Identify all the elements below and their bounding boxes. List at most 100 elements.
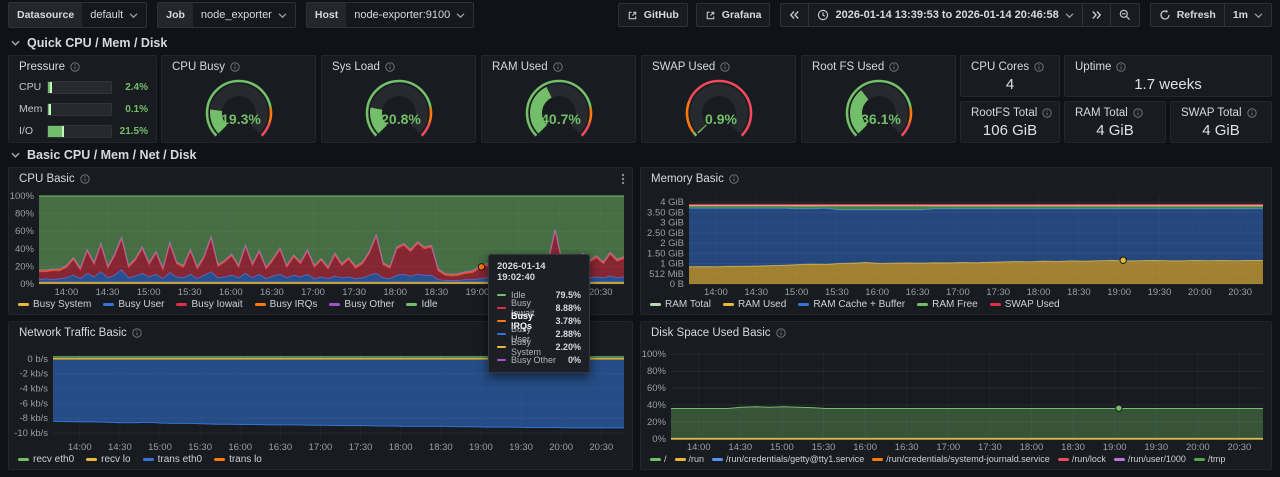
legend-item[interactable]: Busy Iowait	[176, 299, 243, 310]
chart-tooltip: 2026-01-14 19:02:40 Idle 79.5% Busy Iowait…	[488, 254, 590, 373]
row-header-quick[interactable]: Quick CPU / Mem / Disk	[10, 36, 167, 50]
legend-item[interactable]: SWAP Used	[989, 299, 1060, 310]
legend-swatch	[142, 457, 154, 461]
tooltip-series-swatch	[497, 345, 506, 348]
info-icon[interactable]	[230, 62, 240, 72]
gauge-ram-used: 40.7%	[525, 79, 592, 137]
tooltip-series-value: 3.78%	[555, 315, 581, 326]
legend-item[interactable]: RAM Used	[722, 299, 786, 310]
pressure-row-value: 0.1%	[125, 103, 148, 115]
variable-value-dropdown[interactable]: node_exporter	[192, 3, 295, 27]
panel-disk-basic-title: Disk Space Used Basic	[641, 322, 1271, 341]
row-header-basic[interactable]: Basic CPU / Mem / Net / Disk	[10, 148, 197, 162]
info-icon[interactable]	[132, 328, 142, 338]
legend-item[interactable]: /run/lock	[1057, 454, 1106, 464]
legend-item[interactable]: /run/user/1000	[1113, 454, 1186, 464]
variable-value-dropdown[interactable]: node-exporter:9100	[346, 3, 474, 27]
svg-text:17:30: 17:30	[349, 442, 373, 453]
legend-item[interactable]: trans eth0	[142, 454, 202, 465]
svg-text:512 MiB: 512 MiB	[649, 269, 684, 280]
svg-text:19.3%: 19.3%	[221, 111, 261, 127]
svg-text:0.9%: 0.9%	[705, 111, 737, 127]
svg-text:18:00: 18:00	[1027, 287, 1051, 298]
svg-text:100%: 100%	[10, 192, 35, 202]
legend-label: RAM Cache + Buffer	[813, 298, 906, 310]
info-icon[interactable]	[775, 328, 786, 338]
svg-text:0%: 0%	[20, 279, 34, 290]
refresh-button[interactable]: Refresh	[1149, 3, 1224, 27]
svg-text:14:00: 14:00	[704, 287, 728, 298]
legend-item[interactable]: /tmp	[1193, 454, 1225, 464]
panel-stat-title: RAM Total	[1065, 102, 1165, 121]
info-icon[interactable]	[385, 62, 395, 72]
info-icon[interactable]	[720, 62, 730, 72]
info-icon[interactable]	[729, 174, 739, 184]
svg-text:20%: 20%	[647, 417, 667, 428]
panel-title-text: Disk Space Used Basic	[651, 327, 771, 339]
refresh-interval-dropdown[interactable]: 1m	[1223, 3, 1272, 27]
svg-text:-4 kb/s: -4 kb/s	[19, 384, 48, 395]
chevron-down-icon	[11, 40, 20, 46]
pressure-row-io: I/O 21.5%	[9, 119, 156, 141]
info-icon[interactable]	[1042, 108, 1052, 118]
legend-item[interactable]: RAM Cache + Buffer	[798, 299, 905, 310]
svg-text:3.50 GiB: 3.50 GiB	[647, 207, 684, 218]
time-shift-forward-button[interactable]	[1081, 3, 1110, 27]
time-range-button[interactable]: 2026-01-14 13:39:53 to 2026-01-14 20:46:…	[808, 3, 1082, 27]
panel-gauge-root-fs-used: Root FS Used 36.1%	[801, 55, 956, 143]
time-shift-back-button[interactable]	[780, 3, 809, 27]
legend-label: Busy System	[33, 298, 92, 310]
info-icon[interactable]	[1034, 62, 1044, 72]
svg-text:17:00: 17:00	[309, 442, 333, 453]
legend-item[interactable]: /	[650, 454, 667, 464]
svg-text:0 B: 0 B	[670, 279, 684, 290]
tooltip-series-name: Busy System	[511, 336, 542, 357]
tooltip-series-value: 8.88%	[555, 302, 581, 313]
legend-label: /	[664, 454, 667, 464]
svg-text:19:30: 19:30	[1144, 442, 1168, 453]
svg-text:16:00: 16:00	[853, 442, 877, 453]
panel-memory-basic: Memory Basic 0 B 512 MiB 1 GiB 1.50 GiB 2 Gi…	[640, 167, 1272, 315]
tooltip-row: Busy User 2.88%	[497, 324, 581, 344]
chevron-down-icon	[456, 12, 465, 18]
panel-menu-icon[interactable]	[618, 172, 628, 191]
legend-item[interactable]: RAM Total	[650, 299, 711, 310]
info-icon[interactable]	[70, 62, 80, 72]
variable-value-dropdown[interactable]: default	[82, 3, 147, 27]
link-button-github[interactable]: GitHub	[617, 3, 688, 27]
info-icon[interactable]	[552, 62, 563, 72]
legend-item[interactable]: Busy System	[18, 299, 91, 310]
svg-text:19:00: 19:00	[1103, 442, 1127, 453]
time-picker-group: 2026-01-14 13:39:53 to 2026-01-14 20:46:…	[780, 3, 1140, 27]
svg-text:20:00: 20:00	[549, 442, 573, 453]
legend-item[interactable]: Idle	[406, 299, 438, 310]
legend-item[interactable]: /run/credentials/systemd-journald.servic…	[872, 454, 1050, 464]
panel-title-text: CPU Cores	[971, 61, 1030, 73]
legend-item[interactable]: Busy IRQs	[254, 299, 317, 310]
info-icon[interactable]	[1116, 62, 1127, 72]
info-icon[interactable]	[1133, 108, 1143, 118]
legend-item[interactable]: recv eth0	[18, 454, 74, 465]
info-icon[interactable]	[79, 174, 90, 184]
tooltip-series-value: 2.20%	[555, 341, 581, 352]
legend-item[interactable]: Busy User	[103, 299, 164, 310]
legend-item[interactable]: /run/credentials/getty@tty1.service	[712, 454, 864, 464]
legend-item[interactable]: /run	[674, 454, 704, 464]
info-icon[interactable]	[1246, 108, 1257, 118]
legend-item[interactable]: RAM Free	[917, 299, 978, 310]
svg-text:20:00: 20:00	[1186, 442, 1210, 453]
pressure-bar-gauge	[47, 124, 112, 138]
tooltip-row: Busy System 2.20%	[497, 337, 581, 357]
legend-swatch	[214, 457, 226, 461]
chart-disk[interactable]: 0% 20% 40% 60% 80% 100% 14:00 14:30 15:00 15:30 16…	[641, 346, 1271, 453]
legend-item[interactable]: trans lo	[214, 454, 262, 465]
pressure-bar-gauge	[47, 80, 112, 94]
legend-swatch	[254, 302, 266, 306]
link-button-grafana[interactable]: Grafana	[695, 3, 771, 27]
legend-item[interactable]: recv lo	[86, 454, 131, 465]
legend-swatch	[406, 302, 418, 306]
zoom-out-button[interactable]	[1109, 3, 1140, 27]
legend-item[interactable]: Busy Other	[329, 299, 394, 310]
info-icon[interactable]	[889, 62, 899, 72]
